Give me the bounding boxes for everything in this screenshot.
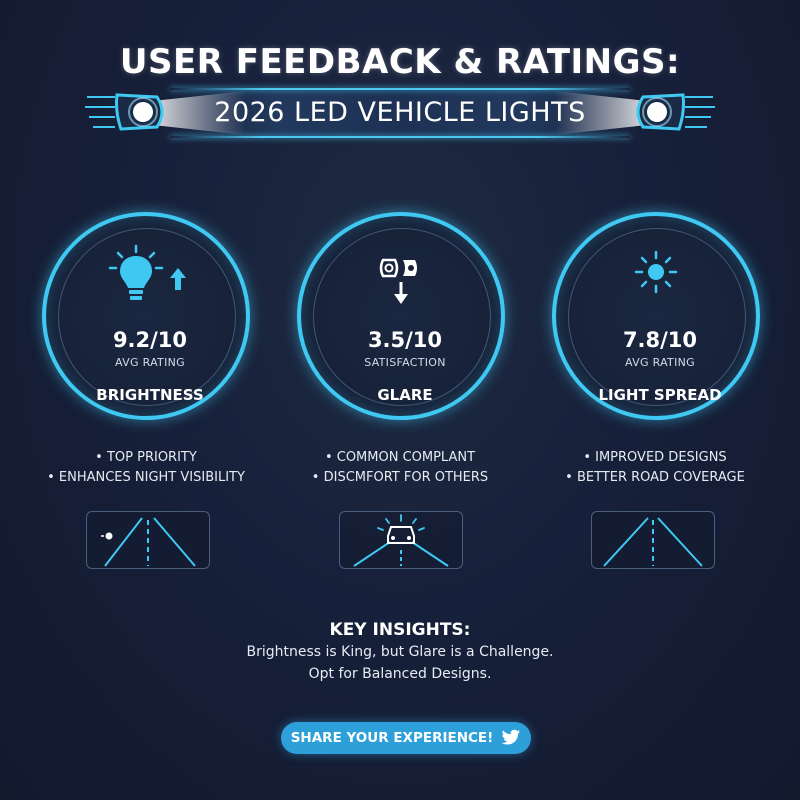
road-single-light-icon	[101, 517, 196, 567]
banner-top-line	[170, 88, 630, 90]
lightbulb-up-icon	[108, 244, 186, 300]
page-title: USER FEEDBACK & RATINGS:	[119, 42, 681, 82]
road-wide-panel	[591, 511, 715, 569]
road-oncoming-car-icon	[353, 514, 449, 567]
bullet-item: • DISCMFORT FOR OTHERS	[311, 470, 489, 485]
road-single-light-panel	[86, 511, 210, 569]
road-wide-icon	[603, 517, 703, 567]
circle-inner-ring	[568, 228, 746, 406]
share-experience-button[interactable]: SHARE YOUR EXPERIENCE!	[281, 722, 531, 754]
score-value: 9.2/10	[112, 328, 188, 352]
score-value: 3.5/10	[367, 328, 443, 352]
twitter-bird-icon	[501, 729, 521, 745]
bullet-item: • TOP PRIORITY	[95, 450, 197, 465]
circle-inner-ring	[313, 228, 491, 406]
category-name: BRIGHTNESS	[96, 386, 204, 404]
road-oncoming-car-panel	[339, 511, 463, 569]
circle-inner-ring	[58, 228, 236, 406]
bullet-item: • ENHANCES NIGHT VISIBILITY	[47, 470, 245, 485]
page-subtitle: 2026 LED VEHICLE LIGHTS	[214, 97, 586, 128]
score-label: AVG RATING	[115, 356, 185, 369]
headlight-down-icon	[379, 258, 417, 304]
light-spread-card: 7.8/10 AVG RATING LIGHT SPREAD	[552, 212, 760, 420]
insights-title: KEY INSIGHTS:	[329, 620, 471, 640]
insights-line-1: Brightness is King, but Glare is a Chall…	[246, 644, 554, 660]
left-headlight-icon	[85, 91, 245, 135]
banner-bottom-line	[170, 136, 630, 138]
bullet-item: • BETTER ROAD COVERAGE	[565, 470, 745, 485]
right-headlight-icon	[555, 91, 715, 135]
insights-line-2: Opt for Balanced Designs.	[308, 666, 492, 682]
score-value: 7.8/10	[622, 328, 698, 352]
sun-icon	[634, 250, 678, 294]
category-name: LIGHT SPREAD	[598, 386, 722, 404]
glare-card: 3.5/10 SATISFACTION GLARE	[297, 212, 505, 420]
score-label: SATISFACTION	[364, 356, 446, 369]
score-label: AVG RATING	[625, 356, 695, 369]
brightness-bullets: • TOP PRIORITY • ENHANCES NIGHT VISIBILI…	[16, 448, 276, 488]
category-name: GLARE	[377, 386, 433, 404]
light-spread-bullets: • IMPROVED DESIGNS • BETTER ROAD COVERAG…	[525, 448, 785, 488]
glare-bullets: • COMMON COMPLANT • DISCMFORT FOR OTHERS	[270, 448, 530, 488]
brightness-card: 9.2/10 AVG RATING BRIGHTNESS	[42, 212, 250, 420]
bullet-item: • IMPROVED DESIGNS	[583, 450, 727, 465]
share-button-label: SHARE YOUR EXPERIENCE!	[290, 730, 494, 746]
bullet-item: • COMMON COMPLANT	[324, 450, 476, 465]
